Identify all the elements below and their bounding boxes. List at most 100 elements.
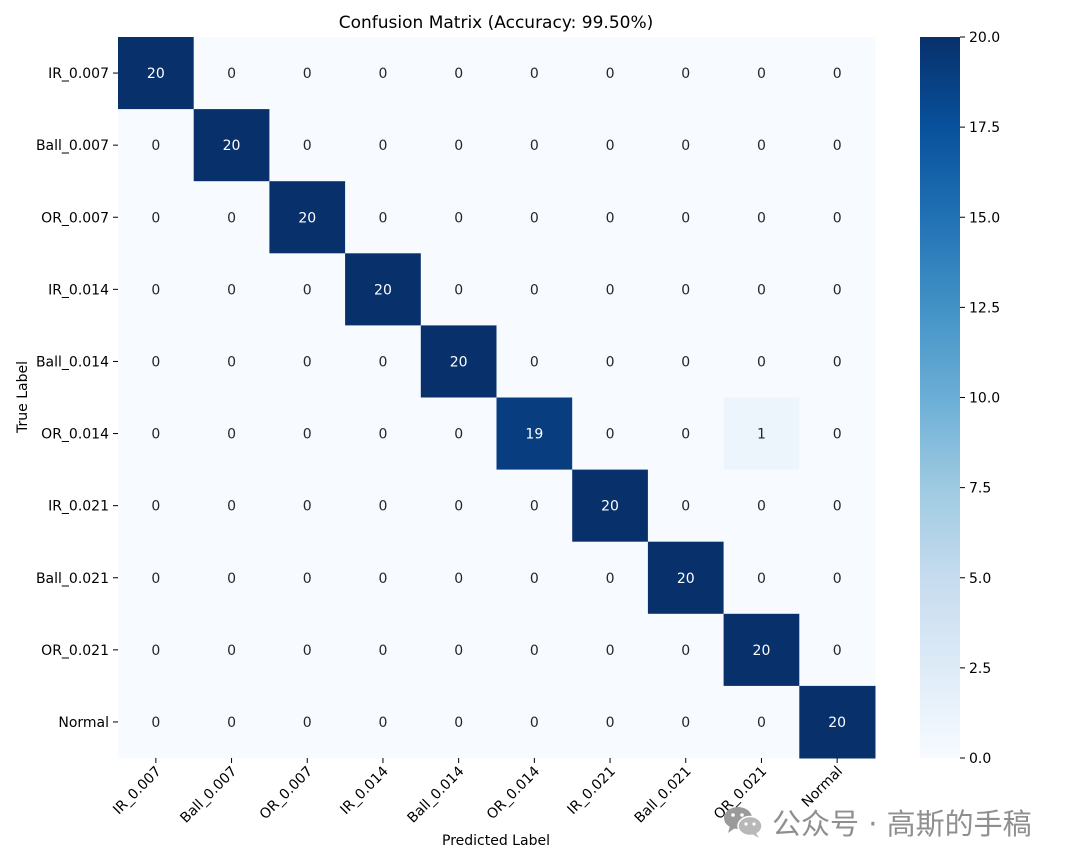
cell-value-label: 0: [833, 427, 842, 443]
heatmap-cell: [269, 397, 346, 471]
heatmap-cell: [799, 325, 876, 398]
cell-value-label: 20: [828, 715, 846, 731]
heatmap-cell: [269, 253, 346, 326]
heatmap-cell: [118, 613, 195, 687]
heatmap-cell: [269, 613, 346, 687]
cell-value-label: 0: [530, 210, 539, 226]
cell-value-label: 0: [378, 210, 387, 226]
heatmap-cell: [269, 325, 346, 398]
cell-value-label: 0: [606, 354, 615, 370]
heatmap-cell: [269, 541, 346, 615]
column-tick-label: OR_0.014: [484, 763, 543, 822]
heatmap-cell: [723, 109, 800, 182]
cell-value-label: 0: [833, 66, 842, 82]
heatmap-cell: [723, 541, 800, 615]
heatmap-cell: [193, 181, 270, 254]
cell-value-label: 20: [298, 210, 316, 226]
heatmap-cell: [799, 469, 876, 543]
heatmap-cell: [647, 253, 725, 326]
cell-value-label: 0: [681, 643, 690, 659]
heatmap-cell: [496, 253, 573, 326]
row-tick-label: OR_0.014: [41, 427, 109, 443]
cell-value-label: 0: [227, 427, 236, 443]
watermark: 公众号 · 高斯的手稿: [722, 800, 1062, 844]
cell-value-label: 20: [601, 499, 619, 515]
cell-value-label: 0: [757, 210, 766, 226]
cell-value-label: 0: [151, 643, 160, 659]
cell-value-label: 0: [303, 499, 312, 515]
heatmap-cell: [799, 181, 876, 254]
heatmap-cell: [723, 685, 800, 759]
heatmap-cell: [799, 397, 876, 471]
cell-value-label: 0: [833, 571, 842, 587]
colorbar-tick-label: 15.0: [969, 210, 1000, 226]
heatmap-cell: [572, 541, 649, 615]
heatmap-cell: [496, 397, 573, 471]
heatmap-cell: [345, 37, 422, 110]
cell-value-label: 0: [227, 499, 236, 515]
cell-value-label: 0: [530, 499, 539, 515]
heatmap-cell: [420, 613, 497, 687]
column-tick-label: IR_0.021: [564, 764, 618, 818]
heatmap-cell: [193, 469, 270, 543]
heatmap-cell: [647, 397, 725, 471]
cell-value-label: 0: [378, 138, 387, 154]
row-tick-label: IR_0.021: [48, 499, 109, 515]
heatmap-cell: [496, 325, 573, 398]
heatmap-cell: [420, 397, 497, 471]
heatmap-cell: [799, 541, 876, 615]
heatmap-cell: [647, 181, 725, 254]
heatmap-cell: [193, 37, 270, 110]
cell-value-label: 0: [227, 282, 236, 298]
row-tick-labels: IR_0.007 Ball_0.007 OR_0.007 IR_0.014 Ball_0…: [36, 66, 118, 731]
heatmap-cell: [420, 685, 497, 759]
cell-value-label: 0: [227, 643, 236, 659]
cell-value-label: 20: [677, 571, 695, 587]
heatmap-cell: [799, 613, 876, 687]
cell-value-label: 0: [227, 571, 236, 587]
cell-value-label: 0: [530, 66, 539, 82]
cell-value-label: 19: [525, 427, 543, 443]
column-tick-label: OR_0.007: [257, 764, 316, 823]
heatmap-cell: [118, 397, 195, 471]
cell-value-label: 20: [223, 138, 241, 154]
cell-value-label: 0: [530, 643, 539, 659]
colorbar-tick-label: 17.5: [969, 120, 1000, 136]
colorbar-tick-label: 5.0: [969, 571, 991, 587]
heatmap-cell: [496, 685, 573, 759]
cell-value-label: 0: [454, 138, 463, 154]
heatmap-cell: [420, 253, 497, 326]
heatmap-cell: [723, 469, 800, 543]
cell-value-label: 0: [227, 354, 236, 370]
colorbar-tick-label: 20.0: [969, 30, 1000, 46]
row-tick-label: Ball_0.014: [36, 354, 109, 370]
cell-value-label: 0: [151, 282, 160, 298]
heatmap-cell: [420, 181, 497, 254]
cell-value-label: 20: [753, 643, 771, 659]
cell-value-label: 0: [303, 138, 312, 154]
heatmap-cell: [572, 37, 649, 110]
cell-value-label: 0: [454, 499, 463, 515]
cell-value-label: 0: [151, 210, 160, 226]
heatmap-cell: [572, 109, 649, 182]
heatmap-cell: [496, 541, 573, 615]
cell-value-label: 0: [303, 66, 312, 82]
row-tick-label: Normal: [58, 715, 109, 731]
heatmap-cell: [193, 685, 270, 759]
heatmap-cell: [723, 613, 800, 687]
wechat-icon: [724, 807, 763, 838]
heatmap-cell: [193, 253, 270, 326]
cell-value-label: 0: [378, 66, 387, 82]
cell-value-label: 0: [454, 715, 463, 731]
cell-value-label: 0: [757, 282, 766, 298]
cell-value-label: 0: [454, 571, 463, 587]
heatmap-cell: [496, 109, 573, 182]
cell-value-label: 0: [530, 571, 539, 587]
heatmap-cell: [269, 685, 346, 759]
cell-value-label: 0: [454, 66, 463, 82]
cell-value-label: 20: [450, 354, 468, 370]
cell-value-label: 0: [606, 643, 615, 659]
cell-value-label: 0: [606, 427, 615, 443]
